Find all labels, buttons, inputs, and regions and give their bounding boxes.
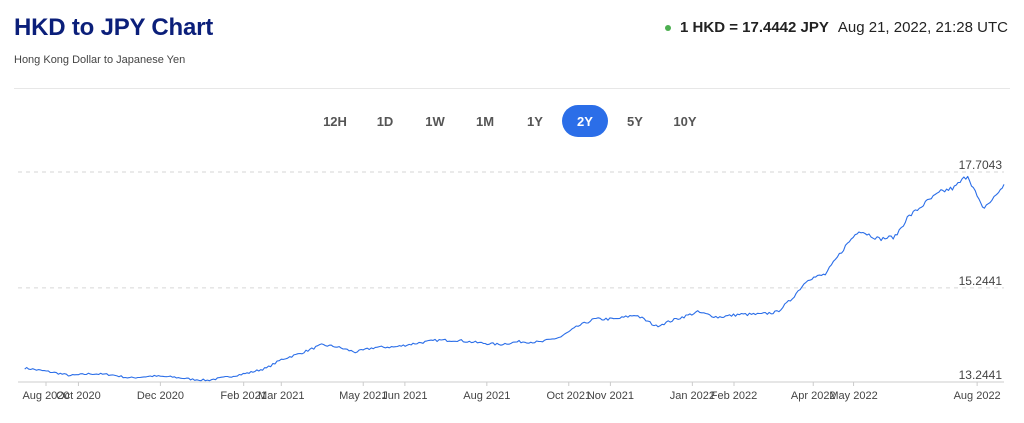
range-button-10y[interactable]: 10Y bbox=[673, 113, 697, 129]
x-tick-label: Feb 2022 bbox=[711, 390, 757, 402]
x-tick-label: Nov 2021 bbox=[587, 390, 634, 402]
x-tick-label: Aug 2021 bbox=[463, 390, 510, 402]
page-title: HKD to JPY Chart bbox=[14, 14, 214, 41]
range-button-1d[interactable]: 1D bbox=[376, 113, 394, 129]
range-button-1m[interactable]: 1M bbox=[475, 113, 495, 129]
y-tick-label: 17.7043 bbox=[959, 158, 1003, 172]
rate-value: 1 HKD = 17.4442 JPY bbox=[680, 19, 829, 36]
x-tick-label: May 2022 bbox=[829, 390, 877, 402]
x-tick-label: Jan 2022 bbox=[670, 390, 715, 402]
current-rate: 1 HKD = 17.4442 JPY Aug 21, 2022, 21:28 … bbox=[665, 19, 1008, 36]
x-tick-label: Feb 2021 bbox=[220, 390, 266, 402]
rate-timestamp: Aug 21, 2022, 21:28 UTC bbox=[837, 19, 1008, 36]
x-tick-label: Apr 2022 bbox=[791, 390, 836, 402]
x-tick-label: Mar 2021 bbox=[258, 390, 304, 402]
y-tick-label: 13.2441 bbox=[959, 368, 1003, 382]
live-dot-icon bbox=[665, 24, 672, 31]
x-tick-label: Oct 2021 bbox=[546, 390, 591, 402]
range-button-1w[interactable]: 1W bbox=[425, 113, 445, 129]
x-tick-label: Dec 2020 bbox=[137, 390, 184, 402]
range-button-1y[interactable]: 1Y bbox=[527, 113, 543, 129]
series-line bbox=[24, 175, 1005, 382]
x-tick-label: Aug 2022 bbox=[954, 390, 1001, 402]
page-subtitle: Hong Kong Dollar to Japanese Yen bbox=[14, 54, 186, 66]
x-tick-label: Jun 2021 bbox=[382, 390, 427, 402]
range-selector: 12H 1D 1W 1M 1Y 2Y 5Y 10Y bbox=[312, 105, 712, 137]
header-divider bbox=[14, 88, 1010, 89]
x-tick-label: May 2021 bbox=[339, 390, 387, 402]
range-button-5y[interactable]: 5Y bbox=[627, 113, 643, 129]
x-tick-label: Aug 2020 bbox=[22, 390, 69, 402]
x-tick-label: Oct 2020 bbox=[56, 390, 101, 402]
y-tick-label: 15.2441 bbox=[959, 274, 1003, 288]
range-button-12h[interactable]: 12H bbox=[323, 113, 347, 129]
range-button-2y[interactable]: 2Y bbox=[562, 105, 608, 137]
